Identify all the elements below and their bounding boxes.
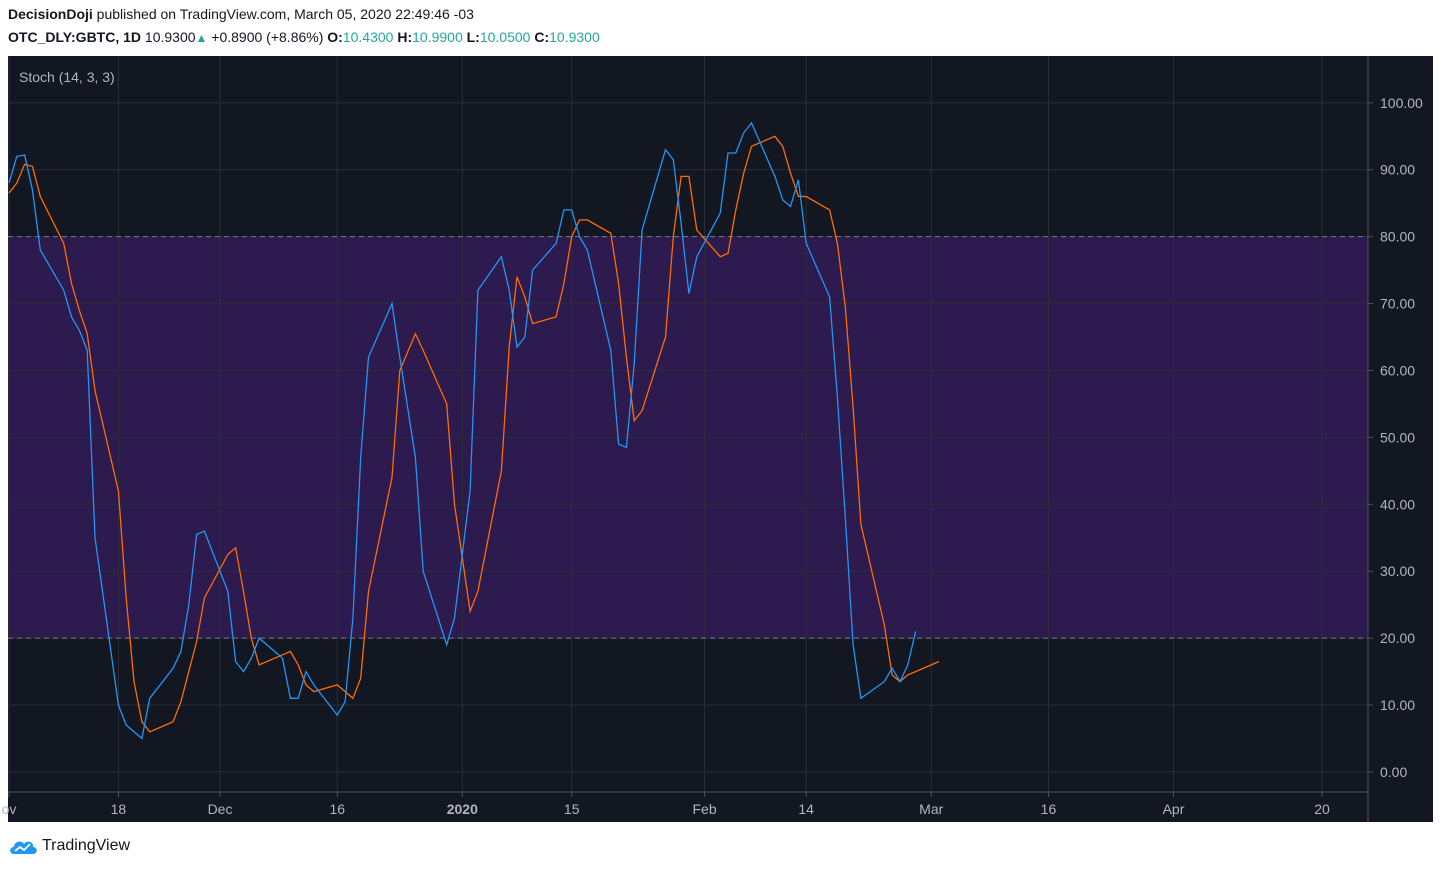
x-tick-label: 20 bbox=[1314, 801, 1330, 817]
x-tick-label: 2020 bbox=[447, 801, 478, 817]
x-tick-label: 15 bbox=[564, 801, 580, 817]
x-tick-label: Apr bbox=[1163, 801, 1185, 817]
y-tick-label: 30.00 bbox=[1380, 563, 1415, 579]
x-tick-label: Mar bbox=[919, 801, 943, 817]
published-text: published on TradingView.com, March 05, … bbox=[92, 6, 474, 22]
x-tick-label: 18 bbox=[111, 801, 127, 817]
x-tick-label: 16 bbox=[329, 801, 345, 817]
close-value: 10.9300 bbox=[549, 29, 600, 45]
x-tick-label: Feb bbox=[693, 801, 717, 817]
x-tick-label: ov bbox=[2, 801, 17, 817]
horizontal-gridlines bbox=[8, 102, 1368, 773]
y-tick-label: 10.00 bbox=[1380, 697, 1415, 713]
x-tick-label: 14 bbox=[798, 801, 814, 817]
low-label: L: bbox=[466, 29, 480, 45]
y-tick-label: 0.00 bbox=[1380, 764, 1407, 780]
y-tick-label: 50.00 bbox=[1380, 429, 1415, 445]
indicator-title: Stoch (14, 3, 3) bbox=[19, 69, 115, 85]
price-change: +0.8900 (+8.86%) bbox=[211, 29, 324, 45]
open-label: O: bbox=[327, 29, 343, 45]
axis-background bbox=[1368, 56, 1433, 822]
stoch-k-line bbox=[8, 121, 917, 740]
high-label: H: bbox=[397, 29, 413, 45]
stoch-d-line bbox=[8, 135, 940, 733]
last-price: 10.9300 bbox=[144, 29, 196, 45]
symbol-label: OTC_DLY:GBTC, 1D bbox=[8, 29, 142, 45]
author-name[interactable]: DecisionDoji bbox=[8, 6, 93, 22]
x-tick-label: Dec bbox=[208, 801, 233, 817]
open-value: 10.4300 bbox=[342, 29, 394, 45]
high-value: 10.9900 bbox=[412, 29, 463, 45]
y-tick-label: 100.00 bbox=[1380, 95, 1423, 111]
vertical-gridlines bbox=[8, 56, 1323, 792]
y-tick-label: 60.00 bbox=[1380, 362, 1415, 378]
ohlc-legend: OTC_DLY:GBTC, 1D 10.9300▲ +0.8900 (+8.86… bbox=[8, 29, 600, 45]
time-axis-background bbox=[8, 792, 1368, 822]
tradingview-logo-text: TradingView bbox=[42, 837, 131, 854]
x-tick-label: 16 bbox=[1041, 801, 1057, 817]
tradingview-logo[interactable]: TradingView bbox=[8, 836, 130, 856]
y-tick-label: 20.00 bbox=[1380, 630, 1415, 646]
stochastic-chart[interactable]: 0.00 10.00 20.00 30.00 40.00 50.00 60.00 70.00 8… bbox=[0, 0, 1443, 830]
y-tick-label: 90.00 bbox=[1380, 162, 1415, 178]
up-arrow-icon: ▲ bbox=[195, 31, 208, 45]
y-tick-label: 40.00 bbox=[1380, 496, 1415, 512]
publish-info: DecisionDoji published on TradingView.co… bbox=[8, 6, 474, 22]
y-tick-label: 80.00 bbox=[1380, 229, 1415, 245]
price-axis-labels: 0.00 10.00 20.00 30.00 40.00 50.00 60.00 70.00 8… bbox=[1368, 95, 1423, 780]
close-label: C: bbox=[534, 29, 550, 45]
y-tick-label: 70.00 bbox=[1380, 296, 1415, 312]
time-axis-labels: ov 18 Dec 16 2020 15 Feb 14 Mar 16 Apr 20 bbox=[2, 792, 1330, 817]
tradingview-cloud-icon bbox=[10, 841, 37, 854]
low-value: 10.0500 bbox=[479, 29, 531, 45]
